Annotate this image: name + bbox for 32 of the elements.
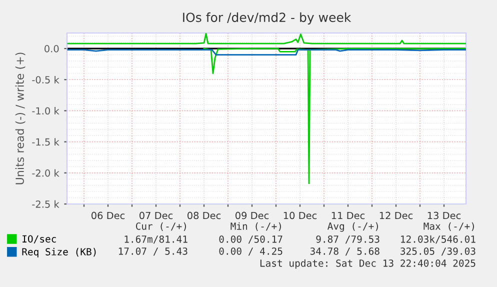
y-tick-label: 0.0: [44, 45, 59, 52]
text: 12.03k/546.01: [401, 235, 476, 244]
x-tick-label: 08 Dec: [188, 212, 221, 220]
x-tick-label: 11 Dec: [332, 212, 365, 220]
text: Max (-/+): [424, 222, 474, 231]
y-tick-label: -0.5 k: [32, 76, 60, 84]
text: Min (-/+): [230, 222, 281, 231]
text: 17.07 / 5.43: [118, 247, 188, 256]
x-tick-label: 07 Dec: [140, 212, 173, 220]
x-tick-label: 06 Dec: [92, 212, 125, 220]
text: 0.00 / 4.25: [219, 247, 282, 256]
y-tick-label: -1.5 k: [32, 138, 60, 146]
y-tick-label: -2.5 k: [32, 200, 60, 208]
legend-label: Req Size (KB): [22, 248, 96, 258]
y-axis-title: Units read (-) / write (+): [15, 52, 26, 184]
line-series: [203, 48, 466, 184]
text: 1.67m/81.41: [124, 235, 188, 244]
x-tick-label: 09 Dec: [236, 212, 269, 220]
x-tick-label: 10 Dec: [284, 212, 317, 220]
x-tick-label: 13 Dec: [428, 212, 461, 220]
text: 0.00 /50.17: [219, 235, 282, 244]
y-tick-label: -1.0 k: [32, 107, 60, 115]
text: 325.05 /39.03: [400, 247, 476, 256]
y-tick-label: -2.0 k: [32, 169, 60, 177]
legend-label: IO/sec: [22, 235, 56, 244]
text: Avg (-/+): [328, 222, 378, 232]
chart-title: IOs for /dev/md2 - by week: [183, 12, 352, 24]
text: Cur (-/+): [136, 222, 186, 231]
text: 9.87 /79.53: [316, 235, 380, 244]
text: Last update: Sat Dec 13 22:40:04 2025: [260, 259, 476, 269]
x-tick-label: 12 Dec: [380, 212, 413, 220]
text: 34.78 / 5.68: [310, 247, 380, 256]
